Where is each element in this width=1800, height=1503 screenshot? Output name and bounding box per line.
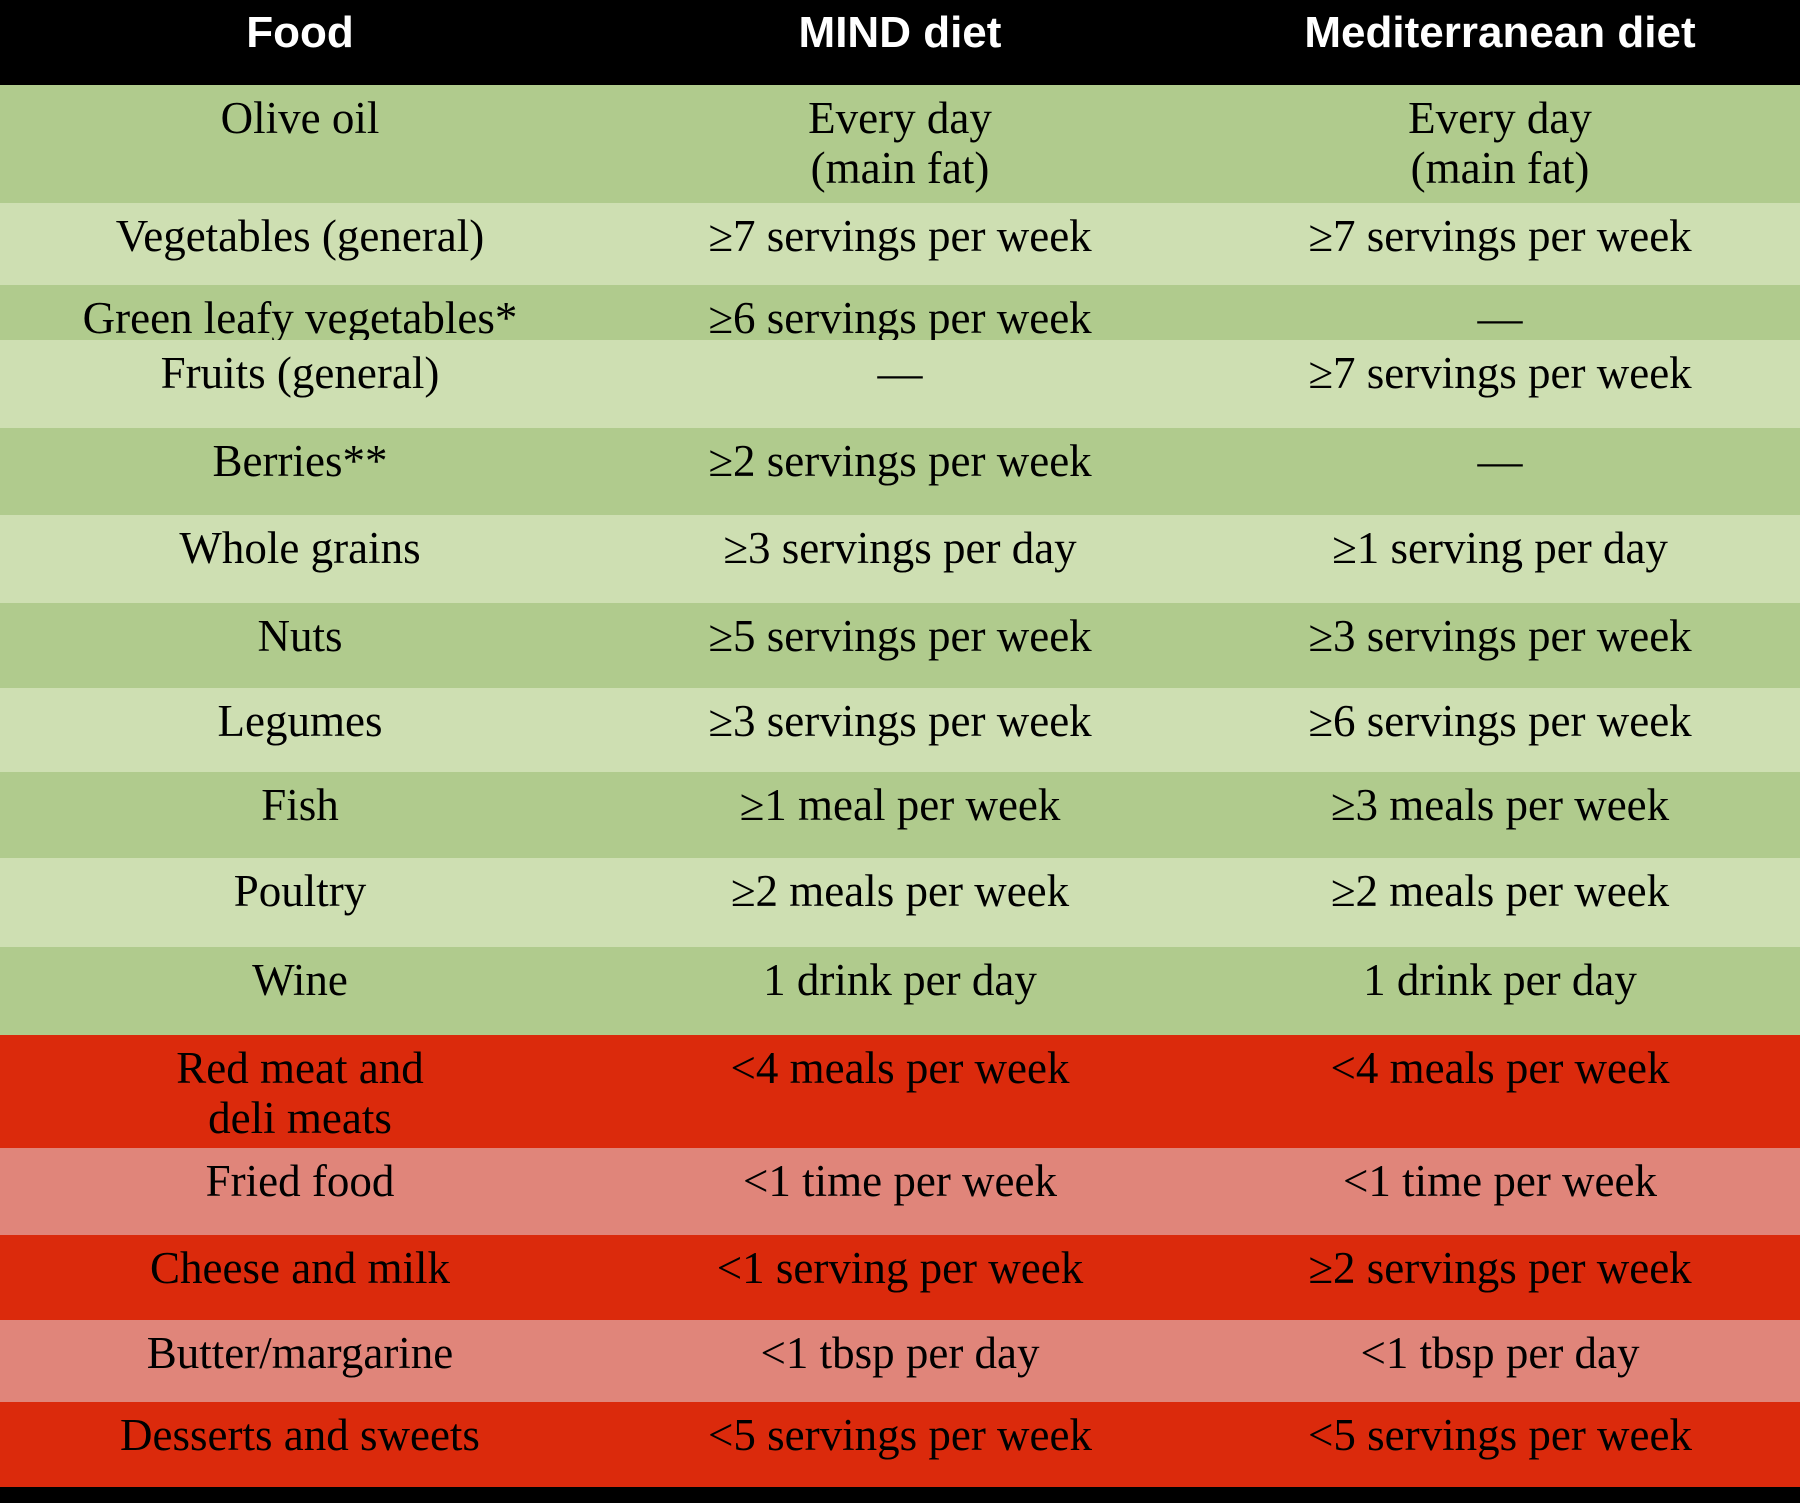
mind-diet-cell: ≥5 servings per week xyxy=(708,611,1092,661)
food-cell: Cheese and milk xyxy=(150,1243,450,1293)
mind-diet-cell: ≥2 servings per week xyxy=(708,436,1092,486)
table-row: Fruits (general) — ≥7 servings per week xyxy=(0,340,1800,428)
food-cell: Wine xyxy=(252,955,348,1005)
mediterranean-diet-cell: — xyxy=(1477,293,1523,343)
table-row: Red meat and deli meats <4 meals per wee… xyxy=(0,1035,1800,1148)
bottom-border-bar xyxy=(0,1487,1800,1503)
table-row: Whole grains ≥3 servings per day ≥1 serv… xyxy=(0,515,1800,603)
table-row: Butter/margarine <1 tbsp per day <1 tbsp… xyxy=(0,1320,1800,1402)
mind-diet-cell: <1 time per week xyxy=(742,1156,1057,1206)
table-row: Fried food <1 time per week <1 time per … xyxy=(0,1148,1800,1235)
mediterranean-diet-cell: ≥2 servings per week xyxy=(1308,1243,1692,1293)
table-row: Olive oil Every day (main fat) Every day… xyxy=(0,85,1800,203)
food-cell: Green leafy vegetables* xyxy=(82,293,518,343)
table-row: Wine 1 drink per day 1 drink per day xyxy=(0,947,1800,1035)
table-row: Poultry ≥2 meals per week ≥2 meals per w… xyxy=(0,858,1800,947)
mind-diet-cell: ≥6 servings per week xyxy=(708,293,1092,343)
mediterranean-diet-cell: ≥3 meals per week xyxy=(1330,780,1670,830)
food-cell: Poultry xyxy=(233,866,367,916)
food-cell: Olive oil xyxy=(220,93,380,143)
mediterranean-diet-cell: <1 tbsp per day xyxy=(1360,1328,1640,1378)
food-cell: Desserts and sweets xyxy=(120,1410,480,1460)
table-row: Fish ≥1 meal per week ≥3 meals per week xyxy=(0,772,1800,858)
mediterranean-diet-cell: ≥2 meals per week xyxy=(1330,866,1670,916)
mind-diet-cell: <5 servings per week xyxy=(707,1410,1093,1460)
mediterranean-diet-cell: ≥3 servings per week xyxy=(1308,611,1692,661)
table-row: Cheese and milk <1 serving per week ≥2 s… xyxy=(0,1235,1800,1320)
food-cell: Butter/margarine xyxy=(146,1328,454,1378)
mind-diet-cell: 1 drink per day xyxy=(763,955,1037,1005)
food-cell: Fried food xyxy=(205,1156,395,1206)
table-row: Vegetables (general) ≥7 servings per wee… xyxy=(0,203,1800,285)
table-row: Berries** ≥2 servings per week — xyxy=(0,428,1800,515)
food-cell: Red meat and deli meats xyxy=(176,1043,424,1143)
table-row: Legumes ≥3 servings per week ≥6 servings… xyxy=(0,688,1800,772)
mind-diet-cell: <1 serving per week xyxy=(716,1243,1084,1293)
mind-diet-cell: <1 tbsp per day xyxy=(760,1328,1040,1378)
column-header-mediterranean-diet: Mediterranean diet xyxy=(1304,8,1696,57)
column-header-mind-diet: MIND diet xyxy=(798,8,1002,57)
table-body: Olive oil Every day (main fat) Every day… xyxy=(0,85,1800,1487)
mind-diet-cell: ≥7 servings per week xyxy=(708,211,1092,261)
mediterranean-diet-cell: Every day (main fat) xyxy=(1408,93,1592,193)
food-cell: Legumes xyxy=(217,696,383,746)
mind-diet-cell: ≥3 servings per week xyxy=(708,696,1092,746)
food-cell: Whole grains xyxy=(179,523,421,573)
table-row: Nuts ≥5 servings per week ≥3 servings pe… xyxy=(0,603,1800,688)
food-cell: Fruits (general) xyxy=(160,348,440,398)
mind-diet-cell: <4 meals per week xyxy=(730,1043,1070,1093)
food-cell: Berries** xyxy=(212,436,388,486)
mediterranean-diet-cell: ≥7 servings per week xyxy=(1308,211,1692,261)
mind-diet-cell: ≥3 servings per day xyxy=(723,523,1077,573)
mediterranean-diet-cell: — xyxy=(1477,436,1523,486)
mind-diet-cell: Every day (main fat) xyxy=(808,93,992,193)
food-cell: Fish xyxy=(261,780,339,830)
mediterranean-diet-cell: <4 meals per week xyxy=(1330,1043,1670,1093)
mind-diet-cell: ≥2 meals per week xyxy=(730,866,1070,916)
food-cell: Vegetables (general) xyxy=(115,211,485,261)
mediterranean-diet-cell: <5 servings per week xyxy=(1307,1410,1693,1460)
mediterranean-diet-cell: <1 time per week xyxy=(1342,1156,1657,1206)
mediterranean-diet-cell: ≥6 servings per week xyxy=(1308,696,1692,746)
column-header-food: Food xyxy=(246,8,354,57)
mediterranean-diet-cell: ≥1 serving per day xyxy=(1332,523,1668,573)
mind-diet-cell: ≥1 meal per week xyxy=(739,780,1061,830)
table-header-row: Food MIND diet Mediterranean diet xyxy=(0,0,1800,85)
mediterranean-diet-cell: 1 drink per day xyxy=(1363,955,1637,1005)
table-row: Green leafy vegetables* ≥6 servings per … xyxy=(0,285,1800,343)
mediterranean-diet-cell: ≥7 servings per week xyxy=(1308,348,1692,398)
food-cell: Nuts xyxy=(257,611,343,661)
table-row: Desserts and sweets <5 servings per week… xyxy=(0,1402,1800,1487)
mind-diet-cell: — xyxy=(877,348,923,398)
